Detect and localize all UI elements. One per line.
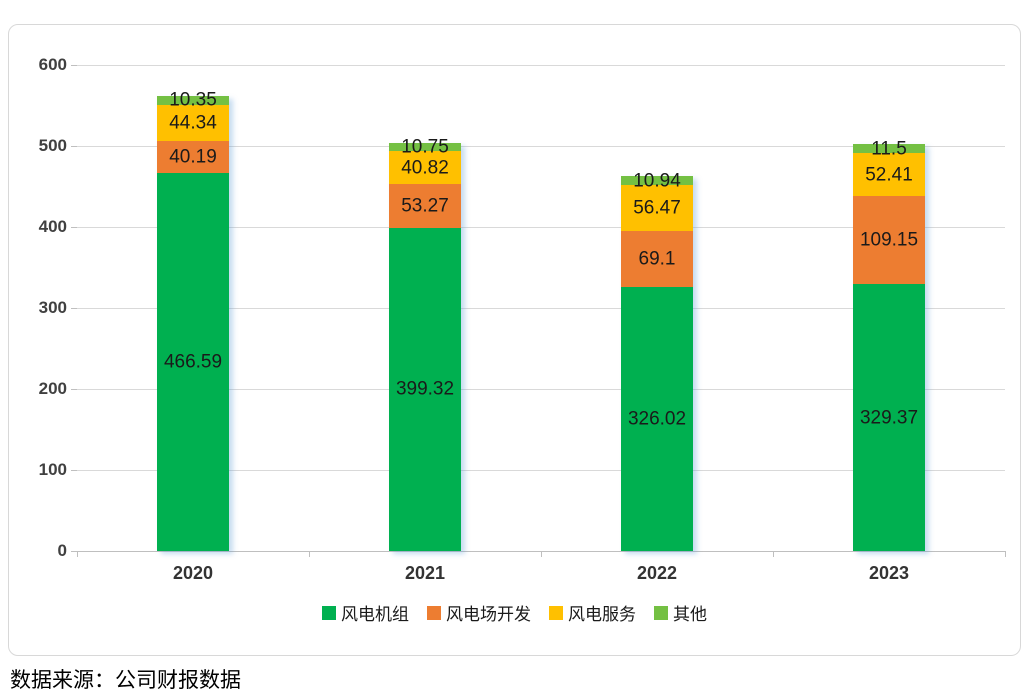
gridline	[77, 146, 1005, 147]
chart-panel: 0 100 200 300 400 500 600 466.59 40.19 44.34 10.35…	[8, 24, 1021, 656]
bar-segment: 69.1	[621, 230, 693, 287]
bar: 466.59 40.19 44.34 10.35	[157, 91, 229, 551]
legend-swatch	[549, 605, 563, 620]
y-tick-label: 200	[38, 379, 67, 398]
legend-label: 风电服务	[568, 605, 636, 624]
segment-label: 40.82	[401, 157, 449, 179]
legend-label: 风电机组	[341, 605, 409, 624]
y-tick-label: 400	[38, 217, 67, 236]
y-tick-mark	[71, 65, 77, 66]
segment-label: 466.59	[163, 351, 223, 373]
gridline	[77, 470, 1005, 471]
legend-label: 其他	[673, 605, 707, 624]
segment-label: 52.41	[865, 164, 913, 186]
bar-segment: 40.19	[157, 140, 229, 174]
x-tick-label: 2023	[868, 563, 910, 583]
segment-label: 11.5	[871, 138, 907, 160]
x-tick-mark	[773, 551, 774, 557]
x-tick-label: 2021	[404, 563, 446, 583]
x-tick-mark	[309, 551, 310, 557]
segment-label: 109.15	[859, 229, 919, 251]
legend-swatch	[322, 605, 336, 620]
bar-segment: 329.37	[853, 284, 925, 551]
y-tick-label: 0	[57, 541, 67, 560]
bar-segment: 10.94	[621, 171, 693, 190]
gridline	[77, 227, 1005, 228]
segment-label: 53.27	[401, 195, 449, 217]
bar-segment: 53.27	[389, 184, 461, 228]
bar-segment: 10.75	[389, 138, 461, 157]
legend-swatch	[427, 605, 441, 620]
gridline	[77, 65, 1005, 66]
gridline	[77, 389, 1005, 390]
bar-segment: 56.47	[621, 185, 693, 231]
segment-label: 40.19	[169, 146, 217, 168]
legend-item: 风电服务	[549, 600, 636, 625]
y-tick-mark	[71, 227, 77, 228]
segment-label: 10.94	[633, 170, 681, 192]
bar-segment: 326.02	[621, 286, 693, 551]
plot-area: 0 100 200 300 400 500 600 466.59 40.19 44.34 10.35…	[39, 55, 1006, 583]
segment-label: 44.34	[169, 112, 217, 134]
legend-item: 风电场开发	[427, 600, 531, 625]
y-tick-label: 100	[38, 460, 67, 479]
segment-label: 10.35	[169, 89, 217, 111]
bar-segment: 466.59	[157, 173, 229, 551]
bar-segment: 40.82	[389, 151, 461, 185]
segment-label: 329.37	[859, 407, 919, 429]
y-tick-mark	[71, 308, 77, 309]
gridline	[77, 308, 1005, 309]
y-tick-label: 600	[38, 55, 67, 74]
legend-item: 其他	[654, 600, 707, 625]
y-tick-mark	[71, 389, 77, 390]
y-tick-mark	[71, 551, 77, 552]
y-tick-mark	[71, 146, 77, 147]
x-tick-label: 2020	[172, 563, 214, 583]
legend-label: 风电场开发	[446, 605, 531, 624]
source-note: 数据来源：公司财报数据	[10, 668, 241, 692]
x-tick-label: 2022	[636, 563, 678, 583]
y-tick-label: 300	[38, 298, 67, 317]
y-tick-mark	[71, 470, 77, 471]
x-tick-mark	[1005, 551, 1006, 557]
bar-segment: 52.41	[853, 153, 925, 196]
bar-segment: 109.15	[853, 195, 925, 285]
bar-segment: 399.32	[389, 227, 461, 551]
x-tick-mark	[77, 551, 78, 557]
bar: 326.02 69.1 56.47 10.94	[621, 171, 693, 551]
bar-segment: 10.35	[157, 91, 229, 110]
segment-label: 56.47	[633, 197, 681, 219]
legend: 风电机组 风电场开发 风电服务 其他	[9, 600, 1020, 625]
bar: 329.37 109.15 52.41 11.5	[853, 139, 925, 551]
y-tick-label: 500	[38, 136, 67, 155]
legend-item: 风电机组	[322, 600, 409, 625]
x-tick-mark	[541, 551, 542, 557]
bar: 399.32 53.27 40.82 10.75	[389, 138, 461, 551]
bar-segment: 44.34	[157, 104, 229, 141]
segment-label: 69.1	[638, 248, 676, 270]
legend-swatch	[654, 605, 668, 620]
segment-label: 399.32	[395, 378, 455, 400]
segment-label: 326.02	[627, 408, 687, 430]
bar-segment: 11.5	[853, 139, 925, 158]
segment-label: 10.75	[401, 136, 449, 158]
